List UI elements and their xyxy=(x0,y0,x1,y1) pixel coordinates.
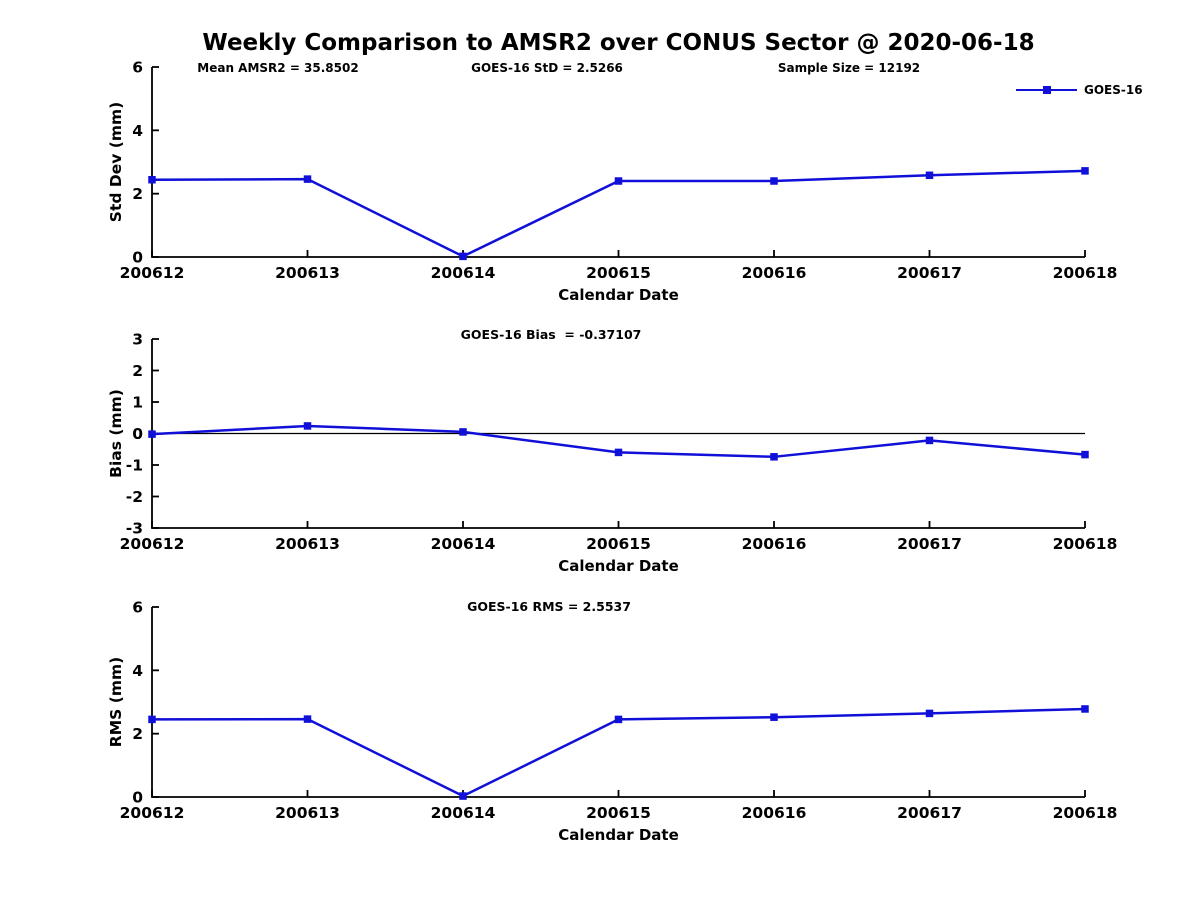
data-point-marker xyxy=(303,422,312,430)
legend: GOES-16 xyxy=(1016,82,1143,97)
data-point-marker xyxy=(459,252,467,261)
data-point-marker xyxy=(303,715,312,723)
data-point-marker xyxy=(303,175,312,183)
data-point-marker xyxy=(925,436,934,445)
data-point-marker xyxy=(459,428,467,436)
x-tick-label: 200613 xyxy=(275,264,340,282)
y-axis-label: Bias (mm) xyxy=(107,389,125,478)
data-point-marker xyxy=(770,713,778,721)
x-tick-label: 200618 xyxy=(1053,535,1118,553)
y-axis-label: Std Dev (mm) xyxy=(107,102,125,222)
x-tick-label: 200618 xyxy=(1053,264,1118,282)
subplot-std-dev: 0 2 4 6 200612 200613 200614 200615 200616 200617… xyxy=(107,59,1117,305)
x-tick-label: 200614 xyxy=(431,804,496,822)
data-point-marker xyxy=(459,792,467,800)
x-tick-label: 200617 xyxy=(897,264,962,282)
x-tick-label: 200613 xyxy=(275,804,340,822)
legend-label: GOES-16 xyxy=(1084,82,1143,97)
x-axis-label: Calendar Date xyxy=(558,286,679,304)
bias-annotation: GOES-16 Bias = -0.37107 xyxy=(460,327,642,342)
y-tick-label: 6 xyxy=(132,59,143,77)
data-point-marker xyxy=(925,171,934,180)
data-point-marker xyxy=(770,453,778,461)
stat-mean-amsr2: Mean AMSR2 = 35.8502 xyxy=(197,61,359,75)
legend-marker-icon xyxy=(1042,85,1051,94)
data-point-marker xyxy=(1081,450,1089,459)
data-point-marker xyxy=(148,715,156,724)
data-point-marker xyxy=(148,175,156,184)
x-tick-label: 200617 xyxy=(897,535,962,553)
x-tick-label: 200615 xyxy=(586,804,651,822)
stat-sample-size: Sample Size = 12192 xyxy=(777,61,921,75)
x-tick-label: 200618 xyxy=(1053,804,1118,822)
y-tick-label: 2 xyxy=(132,725,143,743)
data-point-marker xyxy=(770,177,778,185)
rms-annotation: GOES-16 RMS = 2.5537 xyxy=(467,599,631,614)
data-point-marker xyxy=(148,430,156,438)
data-point-marker xyxy=(614,715,623,724)
x-tick-label: 200613 xyxy=(275,535,340,553)
x-tick-label: 200614 xyxy=(431,264,496,282)
y-tick-label: -2 xyxy=(126,488,143,506)
y-tick-label: -1 xyxy=(126,457,143,475)
x-tick-label: 200616 xyxy=(742,804,807,822)
data-point-marker xyxy=(1081,705,1089,713)
y-tick-label: 4 xyxy=(132,122,143,140)
y-tick-label: 2 xyxy=(132,362,143,380)
x-axis-label: Calendar Date xyxy=(558,826,679,844)
data-point-marker xyxy=(1081,167,1089,175)
x-tick-label: 200617 xyxy=(897,804,962,822)
y-tick-label: 6 xyxy=(132,599,143,617)
x-tick-label: 200616 xyxy=(742,264,807,282)
subplot-rms: 0 2 4 6 200612 200613 200614 200615 200616 200617… xyxy=(107,599,1117,845)
x-tick-label: 200612 xyxy=(120,264,185,282)
x-tick-label: 200612 xyxy=(120,804,185,822)
y-tick-label: 0 xyxy=(132,425,143,443)
stat-goes16-std: GOES-16 StD = 2.5266 xyxy=(471,61,623,75)
x-tick-label: 200615 xyxy=(586,264,651,282)
y-tick-label: 2 xyxy=(132,185,143,203)
data-point-marker xyxy=(614,448,623,457)
x-tick-label: 200615 xyxy=(586,535,651,553)
y-tick-label: 1 xyxy=(132,394,143,412)
x-tick-label: 200612 xyxy=(120,535,185,553)
x-tick-label: 200614 xyxy=(431,535,496,553)
chart-title: Weekly Comparison to AMSR2 over CONUS Se… xyxy=(202,30,1035,56)
data-point-marker xyxy=(925,709,934,718)
y-tick-label: 3 xyxy=(132,331,143,349)
data-point-marker xyxy=(614,177,623,185)
y-tick-label: 0 xyxy=(132,249,143,267)
x-tick-label: 200616 xyxy=(742,535,807,553)
y-tick-label: 4 xyxy=(132,662,143,680)
y-tick-label: 0 xyxy=(132,789,143,807)
y-axis-label: RMS (mm) xyxy=(107,657,125,747)
legend-line-sample xyxy=(1016,85,1077,94)
x-axis-label: Calendar Date xyxy=(558,557,679,575)
y-tick-label: -3 xyxy=(126,520,143,538)
